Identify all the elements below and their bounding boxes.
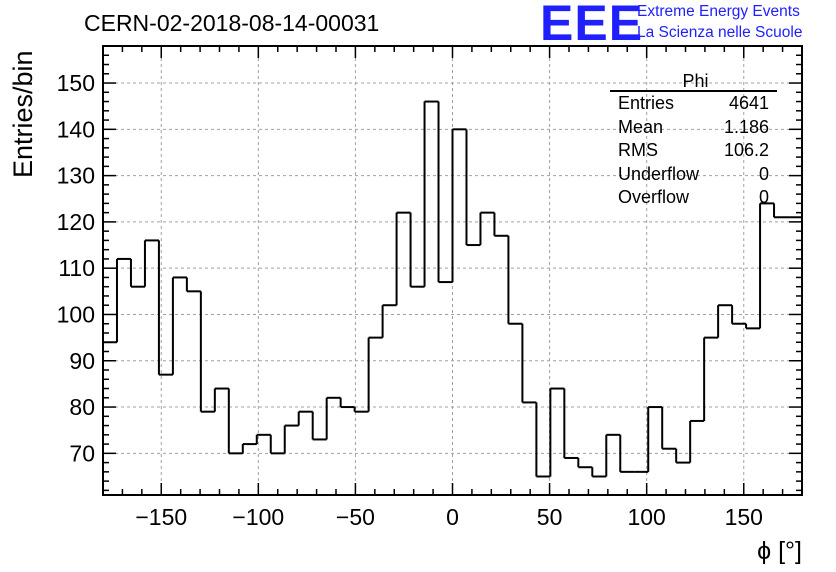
y-tick-label: 150	[57, 70, 95, 96]
eee-logo: EEE	[540, 0, 644, 51]
x-tick-label: −150	[135, 504, 187, 530]
stats-label: Mean	[618, 116, 664, 137]
stats-value: 1.186	[723, 116, 769, 137]
y-tick-label: 130	[57, 163, 95, 189]
x-tick-label: 50	[537, 504, 563, 530]
stats-row-overflow: Overflow 0	[610, 186, 777, 210]
stats-label: RMS	[618, 140, 658, 160]
logo-line-2: La Scienza nelle Scuole	[637, 24, 803, 41]
x-tick-label: −50	[336, 504, 375, 530]
y-tick-label: 140	[57, 116, 95, 142]
y-tick-label: 70	[69, 440, 95, 466]
stats-title: Phi	[682, 71, 709, 91]
y-tick-label: 110	[58, 255, 95, 281]
stats-row-underflow: Underflow 0	[610, 163, 777, 187]
y-tick-label: 100	[57, 301, 95, 327]
stats-label: Overflow	[618, 187, 690, 207]
run-title: CERN-02-2018-08-14-00031	[84, 10, 380, 36]
y-tick-label: 90	[69, 348, 95, 374]
stats-divider	[610, 90, 777, 92]
x-axis-label: ϕ [°]	[757, 537, 802, 565]
x-tick-label: 100	[627, 504, 665, 530]
logo-line-1: Extreme Energy Events	[637, 3, 800, 20]
y-axis-label: Entries/bin	[8, 50, 38, 178]
x-tick-label: 0	[446, 504, 459, 530]
stats-value: 106.2	[723, 140, 769, 160]
stats-label: Underflow	[618, 163, 700, 184]
y-tick-label: 120	[57, 209, 95, 235]
y-tick-label: 80	[69, 394, 95, 420]
x-tick-label: −100	[232, 504, 284, 530]
x-tick-label: 150	[725, 504, 763, 530]
stats-value: 4641	[728, 93, 769, 113]
stats-row-entries: Entries 4641	[610, 92, 777, 116]
stats-value: 0	[758, 163, 769, 184]
stats-label: Entries	[618, 93, 675, 113]
stats-box: Phi Entries 4641 Mean 1.186 RMS 106.2 Un…	[610, 72, 777, 210]
stats-value: 0	[758, 187, 769, 207]
stats-row-rms: RMS 106.2	[610, 139, 777, 163]
stats-row-mean: Mean 1.186	[610, 116, 777, 140]
